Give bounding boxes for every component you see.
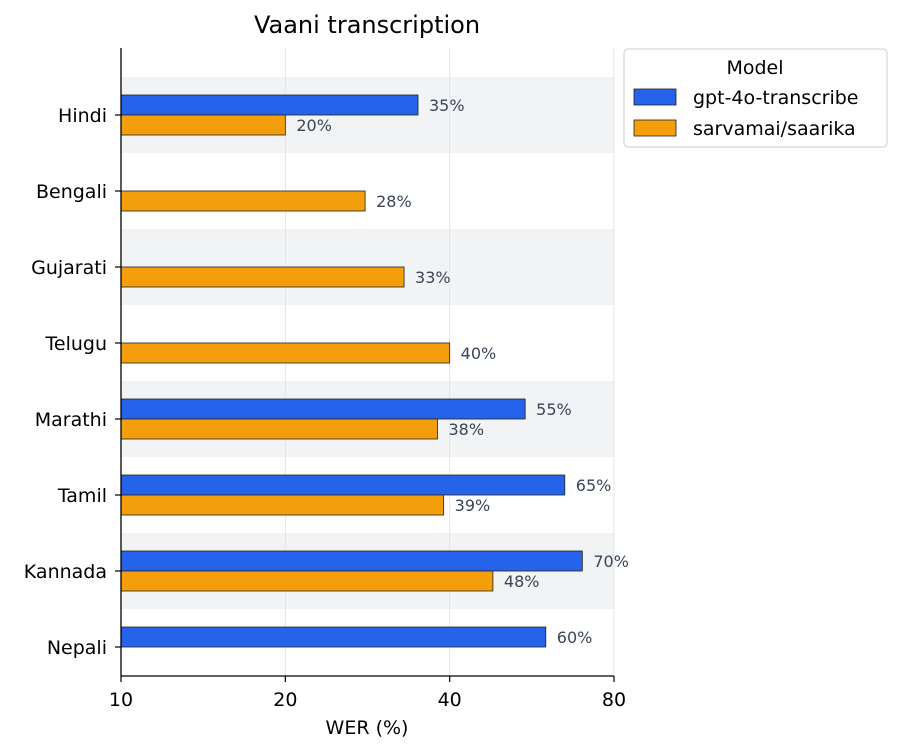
y-axis-ticks: Hindi Bengali Gujarati Telugu Marathi Tamil Ka… bbox=[24, 105, 121, 659]
bar-bengali-sarvamai-saarika bbox=[120, 190, 366, 212]
value-label-nepali-gpt-4o-transcribe: 60% bbox=[557, 628, 593, 647]
bar-marathi-gpt-4o-transcribe bbox=[120, 398, 526, 420]
category-label-marathi: Marathi bbox=[35, 409, 107, 431]
legend-swatch-gpt-4o-transcribe bbox=[633, 88, 677, 106]
x-axis-ticks: 10 20 40 80 bbox=[109, 676, 626, 711]
value-label-tamil-gpt-4o-transcribe: 65% bbox=[576, 476, 612, 495]
x-tick-label-80: 80 bbox=[602, 689, 626, 711]
category-label-bengali: Bengali bbox=[36, 181, 107, 203]
bar-tamil-sarvamai-saarika bbox=[120, 494, 445, 516]
chart-title: Vaani transcription bbox=[254, 11, 480, 39]
bars bbox=[120, 94, 583, 648]
category-label-gujarati: Gujarati bbox=[31, 257, 107, 279]
category-label-telugu: Telugu bbox=[45, 333, 108, 355]
legend-frame bbox=[623, 48, 888, 148]
legend: Model gpt-4o-transcribe sarvamai/saarika bbox=[623, 48, 888, 148]
x-tick-label-10: 10 bbox=[109, 689, 133, 711]
value-label-bengali-sarvamai-saarika: 28% bbox=[376, 192, 412, 211]
category-label-kannada: Kannada bbox=[24, 561, 107, 583]
x-tick-label-20: 20 bbox=[273, 689, 297, 711]
bar-kannada-sarvamai-saarika bbox=[120, 570, 494, 592]
bar-kannada-gpt-4o-transcribe bbox=[120, 550, 583, 572]
bar-hindi-sarvamai-saarika bbox=[120, 114, 286, 136]
value-labels: 35% 20% 28% 33% 40% 55% 38% 65% 39% 70% 48% 60% bbox=[296, 96, 629, 647]
bar-tamil-gpt-4o-transcribe bbox=[120, 474, 566, 496]
value-label-hindi-sarvamai-saarika: 20% bbox=[296, 116, 332, 135]
bar-marathi-sarvamai-saarika bbox=[120, 418, 438, 440]
bar-hindi-gpt-4o-transcribe bbox=[120, 94, 419, 116]
legend-label-gpt-4o-transcribe: gpt-4o-transcribe bbox=[693, 87, 858, 109]
value-label-marathi-sarvamai-saarika: 38% bbox=[449, 420, 485, 439]
value-label-telugu-sarvamai-saarika: 40% bbox=[461, 344, 497, 363]
legend-title: Model bbox=[726, 57, 783, 79]
value-label-marathi-gpt-4o-transcribe: 55% bbox=[536, 400, 572, 419]
bar-telugu-sarvamai-saarika bbox=[120, 342, 451, 364]
bar-nepali-gpt-4o-transcribe bbox=[120, 626, 547, 648]
value-label-gujarati-sarvamai-saarika: 33% bbox=[415, 268, 451, 287]
value-label-kannada-gpt-4o-transcribe: 70% bbox=[593, 552, 629, 571]
value-label-kannada-sarvamai-saarika: 48% bbox=[504, 572, 540, 591]
category-label-hindi: Hindi bbox=[58, 105, 107, 127]
category-label-tamil: Tamil bbox=[57, 485, 107, 507]
bar-gujarati-sarvamai-saarika bbox=[120, 266, 405, 288]
legend-swatch-sarvamai-saarika bbox=[633, 119, 677, 137]
x-tick-label-40: 40 bbox=[438, 689, 462, 711]
value-label-tamil-sarvamai-saarika: 39% bbox=[455, 496, 491, 515]
legend-label-sarvamai-saarika: sarvamai/saarika bbox=[693, 118, 856, 140]
value-label-hindi-gpt-4o-transcribe: 35% bbox=[429, 96, 465, 115]
category-label-nepali: Nepali bbox=[47, 637, 107, 659]
x-axis-title: WER (%) bbox=[326, 717, 409, 739]
